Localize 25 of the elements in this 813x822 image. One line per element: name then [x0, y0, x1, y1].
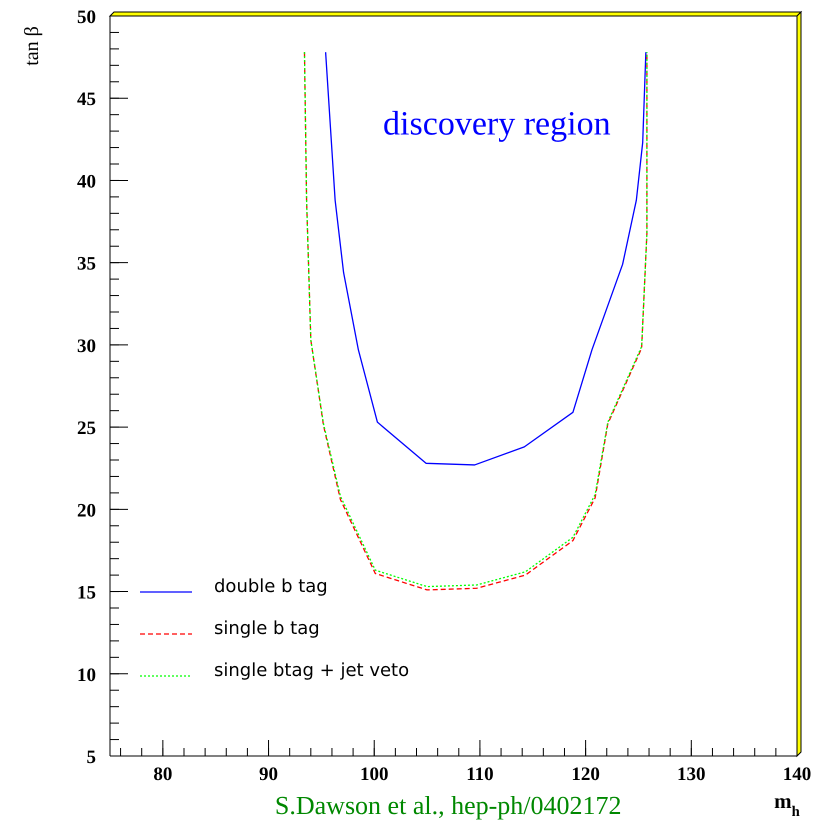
x-tick-label: 100	[360, 764, 388, 785]
x-axis-title: m$_{h}$	[774, 789, 800, 820]
y-axis-title: tan β	[21, 26, 43, 66]
y-tick-label: 30	[77, 336, 96, 357]
y-tick-label: 40	[77, 171, 96, 192]
x-tick-label: 110	[466, 764, 494, 785]
legend-label: single btag + jet veto	[214, 660, 410, 681]
x-tick-label: 140	[782, 764, 812, 785]
y-tick-label: 20	[77, 500, 96, 522]
x-tick-label: 130	[677, 764, 706, 785]
y-tick-label: 25	[77, 418, 96, 440]
y-tick-label: 45	[77, 89, 96, 110]
legend-label: double b tag	[214, 576, 328, 597]
legend-label: single b tag	[214, 618, 320, 639]
x-tick-label: 90	[259, 764, 278, 785]
annotation: discovery region	[383, 106, 611, 143]
text: S.Dawson et al., hep-ph/0402172	[274, 791, 622, 820]
y-tick-label: 5	[86, 747, 96, 768]
y-tick-label: 15	[77, 582, 96, 604]
x-tick-label: 120	[571, 764, 600, 785]
y-tick-label: 35	[77, 254, 96, 275]
line-series	[324, 52, 647, 466]
x-tick-label: 80	[153, 764, 172, 785]
y-tick-label: 10	[77, 664, 96, 686]
y-tick-label: 50	[77, 7, 96, 28]
